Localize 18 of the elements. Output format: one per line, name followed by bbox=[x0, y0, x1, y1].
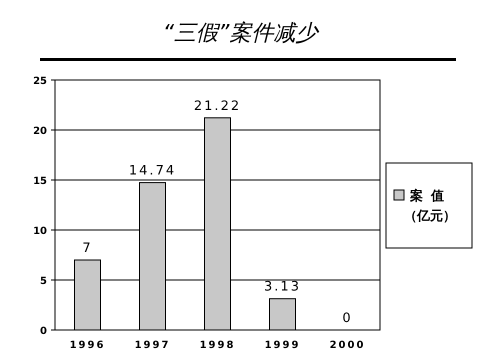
y-tick-label: 0 bbox=[40, 326, 48, 337]
x-tick-label: 1996 bbox=[70, 340, 106, 351]
y-tick-label: 25 bbox=[33, 76, 48, 87]
y-tick-label: 10 bbox=[33, 226, 48, 237]
y-tick-label: 5 bbox=[40, 276, 48, 287]
chart-title: “三假”案件减少 bbox=[162, 21, 320, 46]
data-label: 21.22 bbox=[194, 98, 242, 114]
data-label: 3.13 bbox=[264, 280, 301, 295]
legend-label: 案值（亿元） bbox=[404, 188, 456, 224]
y-tick-label: 15 bbox=[33, 176, 48, 187]
x-tick-label: 1997 bbox=[134, 340, 170, 351]
data-label: 7 bbox=[82, 241, 93, 256]
x-tick-label: 1998 bbox=[200, 340, 236, 351]
data-label: 14.74 bbox=[128, 164, 176, 179]
x-tick-label: 2000 bbox=[330, 340, 366, 351]
x-tick-label: 1999 bbox=[264, 340, 300, 351]
y-tick-label: 20 bbox=[33, 126, 48, 137]
data-label: 0 bbox=[342, 311, 353, 326]
